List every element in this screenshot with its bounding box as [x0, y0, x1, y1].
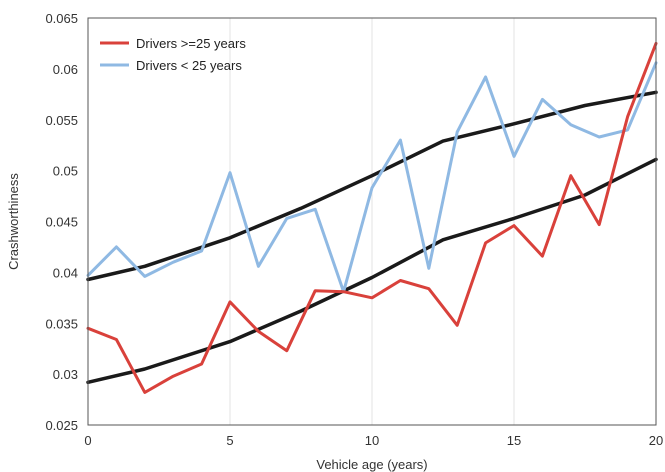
x-tick-label: 20 [649, 433, 663, 448]
x-tick-label: 15 [507, 433, 521, 448]
y-tick-label: 0.05 [53, 164, 78, 179]
y-tick-label: 0.045 [45, 215, 78, 230]
y-tick-label: 0.065 [45, 11, 78, 26]
y-tick-label: 0.03 [53, 367, 78, 382]
x-axis-title: Vehicle age (years) [316, 457, 427, 472]
trend-line-1 [86, 90, 658, 282]
x-tick-label: 0 [84, 433, 91, 448]
y-tick-label: 0.035 [45, 316, 78, 331]
y-tick-labels: 0.025 0.03 0.035 0.04 0.045 0.05 0.055 0.06 0.06… [45, 11, 78, 433]
x-tick-label: 5 [226, 433, 233, 448]
legend-label-2: Drivers < 25 years [136, 58, 242, 73]
data-series [86, 41, 658, 394]
legend: Drivers >=25 years Drivers < 25 years [100, 36, 246, 73]
grid-lines [229, 18, 515, 425]
y-axis-title: Crashworthiness [6, 173, 21, 270]
y-tick-label: 0.06 [53, 62, 78, 77]
x-tick-labels: 0 5 10 15 20 [84, 433, 663, 448]
x-tick-label: 10 [365, 433, 379, 448]
plot-frame [87, 17, 657, 426]
y-tick-label: 0.025 [45, 418, 78, 433]
series-line-2 [86, 61, 658, 294]
legend-label-1: Drivers >=25 years [136, 36, 246, 51]
y-tick-label: 0.04 [53, 265, 78, 280]
series-line-1 [86, 41, 658, 394]
y-tick-label: 0.055 [45, 113, 78, 128]
